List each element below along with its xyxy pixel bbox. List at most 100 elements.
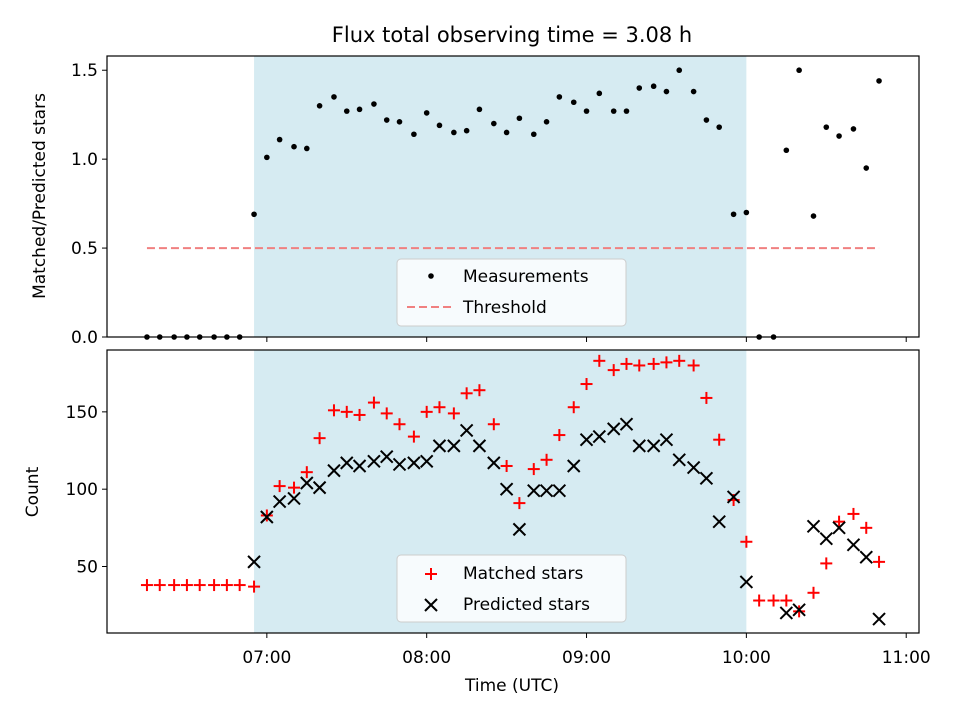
- measurement-point: [836, 133, 842, 139]
- legend-predicted-label: Predicted stars: [463, 595, 590, 615]
- measurement-point: [411, 131, 417, 138]
- bottom-legend: Matched stars Predicted stars: [396, 554, 627, 623]
- matched-star-point: [180, 579, 193, 592]
- measurement-point: [316, 102, 323, 109]
- bottom-legend-box: [396, 554, 627, 623]
- matched-star-point: [220, 579, 233, 592]
- measurement-point: [291, 143, 297, 150]
- predicted-star-point: [606, 422, 621, 436]
- predicted-star-point: [632, 439, 646, 453]
- measurement-point: [383, 117, 390, 123]
- matched-star-point: [700, 391, 713, 404]
- predicted-star-point: [432, 439, 447, 453]
- matched-star-point: [393, 418, 406, 431]
- matched-star-point: [740, 535, 753, 548]
- matched-star-point: [847, 507, 860, 520]
- matched-star-point: [580, 378, 593, 391]
- predicted-star-point: [539, 484, 554, 498]
- measurement-point: [343, 108, 350, 114]
- top-ytick-label: 1.0: [71, 150, 98, 170]
- measurement-point: [264, 154, 270, 161]
- predicted-star-point: [859, 550, 873, 564]
- measurement-point: [371, 101, 377, 107]
- matched-star-point: [487, 418, 500, 431]
- measurement-point: [451, 129, 457, 136]
- measurement-point: [863, 165, 870, 171]
- xtick-label: 10:00: [722, 648, 771, 668]
- matched-star-point: [233, 579, 246, 592]
- matched-star-point: [607, 364, 620, 377]
- predicted-star-point: [699, 471, 714, 486]
- measurement-point: [436, 122, 443, 129]
- predicted-star-point: [487, 456, 501, 470]
- matched-star-point: [168, 579, 181, 592]
- predicted-star-point: [272, 494, 287, 509]
- matched-star-point: [367, 396, 380, 409]
- legend-matched-label: Matched stars: [463, 564, 583, 584]
- measurement-point: [476, 106, 483, 113]
- matched-star-point: [313, 432, 326, 445]
- measurement-point: [596, 90, 603, 97]
- matched-star-point: [460, 387, 473, 400]
- predicted-star-point: [472, 439, 487, 453]
- matched-star-point: [273, 480, 286, 493]
- predicted-star-point: [499, 482, 514, 496]
- predicted-star-point: [327, 463, 341, 478]
- predicted-star-point: [819, 531, 833, 546]
- x-axis-label: Time (UTC): [464, 676, 559, 696]
- top-panel: 0.0 0.5 1.0 1.5 Matched/Predicted stars Mea…: [30, 55, 920, 348]
- xtick-label: 09:00: [562, 648, 611, 668]
- predicted-star-point: [300, 476, 314, 490]
- bottom-ytick-label: 100: [66, 480, 98, 500]
- measurement-point: [676, 67, 683, 74]
- matched-star-point: [248, 580, 261, 593]
- matched-star-point: [713, 433, 726, 446]
- matched-star-point: [593, 354, 606, 367]
- matched-star-point: [860, 521, 873, 534]
- matched-star-point: [380, 407, 393, 420]
- predicted-star-point: [287, 491, 301, 506]
- predicted-star-point: [779, 606, 794, 620]
- matched-star-point: [567, 401, 580, 414]
- measurement-point: [356, 106, 363, 113]
- top-panel-frame: [106, 55, 920, 338]
- measurement-point: [516, 115, 523, 122]
- matched-star-point: [500, 459, 513, 472]
- matched-star-point: [327, 404, 340, 417]
- predicted-star-point: [712, 514, 726, 529]
- measurement-point: [331, 94, 337, 100]
- top-legend: Measurements Threshold: [396, 258, 627, 327]
- xtick-label: 11:00: [882, 648, 931, 668]
- measurement-point: [716, 124, 722, 130]
- predicted-star-point: [447, 439, 461, 453]
- predicted-star-point: [312, 480, 327, 495]
- measurement-point: [636, 85, 643, 91]
- measurement-point: [663, 88, 670, 95]
- predicted-star-point: [527, 484, 541, 498]
- measurement-point: [570, 99, 577, 106]
- matched-star-point: [780, 594, 793, 607]
- bottom-panel-frame: [106, 349, 920, 634]
- measurement-point: [623, 108, 630, 114]
- predicted-star-point: [846, 538, 861, 552]
- matched-star-point: [620, 357, 633, 370]
- predicted-star-point: [367, 454, 381, 469]
- predicted-star-point: [407, 456, 421, 470]
- measurement-point: [251, 211, 257, 218]
- legend-measurements-label: Measurements: [463, 267, 589, 287]
- xtick-label: 07:00: [242, 648, 291, 668]
- top-ytick-label: 0.5: [71, 239, 98, 259]
- predicted-star-point: [380, 449, 394, 464]
- matched-star-point: [540, 453, 553, 466]
- matched-star-point: [687, 359, 700, 372]
- bottom-ylabel: Count: [23, 466, 43, 517]
- measurement-point: [530, 131, 537, 138]
- predicted-star-point: [260, 510, 274, 524]
- legend-measurements-marker: [428, 273, 434, 279]
- matched-star-point: [208, 579, 221, 592]
- matched-star-point: [473, 384, 486, 397]
- matched-star-point: [433, 401, 446, 414]
- measurement-point: [304, 145, 310, 152]
- measurement-point: [276, 136, 283, 143]
- measurement-point: [491, 120, 497, 127]
